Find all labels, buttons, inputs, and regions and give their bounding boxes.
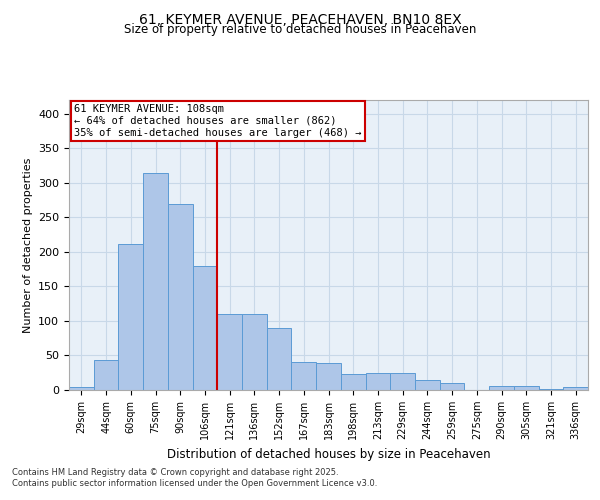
Bar [292, 362, 316, 390]
Bar [514, 386, 539, 390]
Bar [94, 360, 118, 390]
Bar [489, 386, 514, 390]
Text: 61 KEYMER AVENUE: 108sqm
← 64% of detached houses are smaller (862)
35% of semi-: 61 KEYMER AVENUE: 108sqm ← 64% of detach… [74, 104, 362, 138]
Bar [316, 363, 341, 390]
Bar [118, 244, 143, 390]
Bar [193, 266, 217, 390]
Bar [390, 372, 415, 390]
Bar [168, 204, 193, 390]
Text: 61, KEYMER AVENUE, PEACEHAVEN, BN10 8EX: 61, KEYMER AVENUE, PEACEHAVEN, BN10 8EX [139, 12, 461, 26]
Bar [69, 386, 94, 390]
Text: Size of property relative to detached houses in Peacehaven: Size of property relative to detached ho… [124, 22, 476, 36]
Bar [341, 374, 365, 390]
Text: Contains HM Land Registry data © Crown copyright and database right 2025.
Contai: Contains HM Land Registry data © Crown c… [12, 468, 377, 487]
Bar [563, 387, 588, 390]
Bar [217, 314, 242, 390]
X-axis label: Distribution of detached houses by size in Peacehaven: Distribution of detached houses by size … [167, 448, 490, 460]
Bar [267, 328, 292, 390]
Bar [143, 172, 168, 390]
Bar [415, 380, 440, 390]
Bar [440, 383, 464, 390]
Y-axis label: Number of detached properties: Number of detached properties [23, 158, 32, 332]
Bar [365, 372, 390, 390]
Bar [242, 314, 267, 390]
